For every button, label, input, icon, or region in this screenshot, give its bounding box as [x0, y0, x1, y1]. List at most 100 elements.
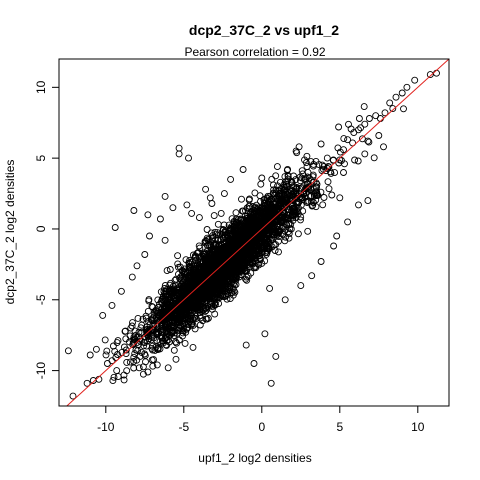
data-point: [64, 347, 72, 355]
data-point: [204, 302, 212, 310]
data-point: [203, 273, 211, 281]
data-point: [135, 328, 143, 336]
x-tick-label: 10: [411, 420, 425, 434]
data-point: [320, 163, 328, 170]
data-point: [161, 236, 169, 244]
data-point: [135, 364, 143, 372]
data-point: [303, 163, 311, 171]
data-point: [162, 331, 170, 339]
data-point: [256, 255, 264, 262]
data-point: [263, 229, 271, 236]
data-point: [344, 218, 352, 226]
data-point: [175, 144, 183, 152]
data-point: [199, 280, 207, 288]
data-point: [333, 232, 341, 240]
data-point: [165, 323, 173, 331]
data-point: [240, 260, 248, 268]
data-point: [217, 209, 225, 217]
data-point: [297, 184, 305, 192]
data-point: [172, 338, 180, 346]
data-point: [403, 83, 411, 91]
data-point: [286, 192, 293, 200]
data-point: [166, 266, 174, 273]
data-point: [267, 379, 275, 387]
data-point: [247, 237, 255, 245]
data-point: [215, 294, 223, 302]
data-point: [130, 340, 137, 348]
data-point: [361, 150, 369, 158]
data-point: [145, 296, 153, 304]
data-point: [302, 176, 309, 184]
data-point: [272, 172, 280, 180]
data-point: [262, 209, 270, 217]
data-point: [136, 337, 144, 345]
data-point: [281, 227, 289, 235]
data-point: [312, 157, 320, 165]
data-point: [281, 296, 289, 304]
data-point: [181, 339, 189, 347]
data-point: [285, 205, 293, 213]
data-point: [236, 264, 244, 272]
data-point: [144, 368, 152, 376]
data-point: [111, 224, 119, 231]
data-point: [150, 356, 158, 364]
data-point: [389, 105, 397, 113]
data-point: [126, 358, 134, 366]
data-point: [92, 345, 100, 353]
data-point: [109, 377, 117, 385]
data-point: [195, 242, 203, 250]
data-point: [354, 157, 362, 165]
x-tick-label: 5: [336, 420, 343, 434]
data-point: [258, 234, 266, 242]
data-point: [138, 349, 146, 357]
data-point: [173, 339, 181, 347]
data-point: [263, 249, 271, 257]
data-point: [258, 174, 266, 182]
data-point: [137, 324, 145, 332]
data-point: [294, 198, 302, 206]
data-point: [317, 140, 325, 148]
data-point: [299, 183, 307, 191]
data-point: [309, 201, 317, 209]
data-point: [254, 228, 262, 235]
data-point: [323, 154, 331, 162]
data-point: [188, 280, 196, 288]
data-point: [113, 367, 121, 375]
data-point: [272, 216, 280, 224]
data-point: [290, 210, 298, 218]
data-point: [344, 136, 352, 144]
data-point: [272, 186, 280, 194]
data-point: [113, 339, 121, 347]
data-point: [251, 189, 259, 197]
data-point: [263, 194, 271, 202]
data-point: [121, 327, 129, 335]
y-axis: -10 -5 0 5 10: [34, 80, 59, 379]
data-point: [220, 263, 228, 271]
data-point: [186, 264, 194, 272]
data-point: [350, 129, 358, 137]
data-point: [163, 292, 171, 300]
data-point: [275, 248, 282, 256]
data-point: [232, 250, 240, 258]
data-point: [304, 227, 312, 235]
data-point: [237, 219, 244, 227]
data-point: [294, 230, 302, 238]
data-point: [83, 379, 91, 387]
data-point: [122, 335, 130, 343]
data-point: [231, 271, 238, 279]
data-point: [361, 120, 369, 128]
data-point: [245, 229, 253, 237]
data-point: [292, 147, 300, 155]
data-point: [203, 315, 211, 323]
data-point: [220, 221, 228, 229]
points-layer: [64, 69, 440, 400]
y-tick-label: -10: [34, 362, 48, 380]
x-tick-label: -5: [178, 420, 189, 434]
data-point: [101, 336, 109, 344]
chart-subtitle: Pearson correlation = 0.92: [184, 45, 325, 59]
data-point: [340, 135, 348, 143]
data-point: [213, 274, 221, 281]
data-point: [351, 156, 359, 164]
data-point: [133, 262, 141, 270]
data-point: [375, 132, 383, 139]
